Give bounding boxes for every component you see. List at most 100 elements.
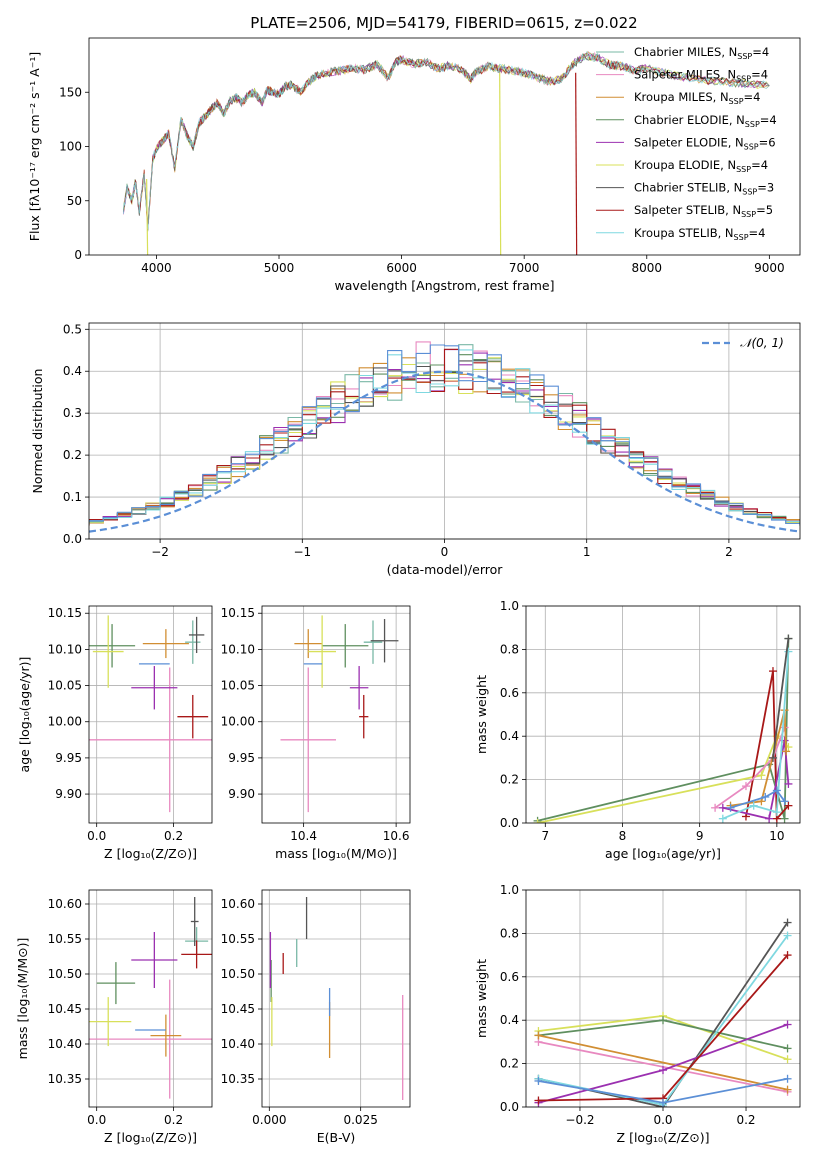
y-tick-label: 0.2 [63, 448, 82, 462]
axes-frame [88, 605, 213, 824]
x-axis-label: age [log₁₀(age/yr)] [605, 846, 721, 861]
axes-frame [88, 37, 801, 256]
plot-area [534, 918, 792, 1107]
y-tick-label: 0.6 [500, 970, 519, 984]
y-tick-label: 10.00 [221, 715, 255, 729]
weight-marker [726, 803, 735, 812]
legend-entry: Kroupa MILES, NSSP=4 [634, 90, 760, 106]
weight-marker [783, 1055, 792, 1064]
x-tick-label: 7000 [509, 261, 540, 275]
x-tick-label: 0.2 [736, 1113, 755, 1127]
plot-area [89, 615, 212, 813]
spectrum-drop [146, 179, 149, 255]
histogram-series [89, 344, 800, 526]
grid [89, 890, 212, 1107]
y-tick-label: 10.45 [221, 1002, 255, 1016]
weight-marker [782, 747, 791, 756]
weight-line [722, 740, 790, 820]
age-vs-metallicity-panel: 0.0 0.2 9.90 9.95 10.00 10.05 10.10 10.15 Z [log… [17, 605, 213, 861]
error-point [92, 615, 124, 688]
y-tick-label: 9.90 [228, 787, 255, 801]
plot-area [533, 634, 793, 823]
y-tick-label: 150 [59, 85, 82, 99]
x-tick-label: 0 [441, 545, 449, 559]
x-tick-label: 0.2 [164, 1113, 183, 1127]
y-tick-label: 0.4 [500, 1013, 519, 1027]
x-tick-label: 0.0 [87, 1113, 106, 1127]
y-tick-label: 0.0 [63, 532, 82, 546]
axes-frame [525, 889, 801, 1108]
y-tick-label: 0.2 [500, 773, 519, 787]
x-axis-label: wavelength [Angstrom, rest frame] [334, 278, 554, 293]
weight-marker [783, 1020, 792, 1029]
error-point [131, 932, 178, 988]
error-point [349, 666, 369, 710]
weight-vs-age-panel: 7 8 9 10 0.0 0.2 0.4 0.6 0.8 1.0 age [log₁₀(age/yr… [474, 599, 801, 861]
y-tick-label: 0.8 [500, 926, 519, 940]
y-tick-label: 0.1 [63, 490, 82, 504]
error-point [294, 629, 323, 659]
y-tick-label: 10.35 [221, 1072, 255, 1086]
weight-marker [783, 1074, 792, 1083]
legend-entry: 𝒩(0, 1) [740, 336, 784, 350]
x-tick-label: −0.2 [565, 1113, 594, 1127]
plot-area [280, 615, 399, 813]
error-point [177, 694, 209, 739]
weight-vs-metallicity-panel: −0.2 0.0 0.2 0.0 0.2 0.4 0.6 0.8 1.0 Z [log₁₀(Z/Z… [474, 883, 801, 1145]
weight-marker [718, 803, 727, 812]
axes-frame [88, 322, 801, 540]
x-tick-label: 9000 [754, 261, 785, 275]
axes-frame [88, 889, 213, 1108]
y-tick-label: 10.55 [221, 932, 255, 946]
y-tick-label: 10.45 [48, 1002, 82, 1016]
x-axis-label: E(B-V) [317, 1130, 356, 1145]
weight-marker [761, 792, 770, 801]
weight-marker [659, 1066, 667, 1075]
x-tick-label: 0.025 [343, 1113, 377, 1127]
legend-entry: Chabrier ELODIE, NSSP=4 [634, 113, 777, 129]
weight-marker [784, 801, 793, 810]
y-axis-label: Normed distribution [30, 369, 45, 494]
y-axis-label: mass [log₁₀(M/M⊙)] [15, 938, 30, 1060]
y-tick-label: 10.05 [221, 679, 255, 693]
x-tick-label: 0.2 [164, 829, 183, 843]
plot-area [269, 897, 404, 1100]
x-tick-label: 7 [541, 829, 549, 843]
y-tick-label: 0.4 [63, 364, 82, 378]
residuals-panel: −2 −1 0 1 2 0.0 0.1 0.2 0.3 0.4 0.5 (data-model)/er… [30, 322, 801, 577]
age-vs-mass-panel: 10.4 10.6 9.90 9.95 10.00 10.05 10.10 10.15 mass… [221, 605, 411, 861]
x-tick-label: 2 [725, 545, 733, 559]
x-tick-label: 6000 [386, 261, 417, 275]
y-axis-label: Flux [fλ10⁻¹⁷ erg cm⁻² s⁻¹ A⁻¹] [27, 52, 42, 241]
weight-marker [659, 1016, 667, 1025]
weight-marker [718, 814, 727, 823]
y-tick-label: 10.55 [48, 932, 82, 946]
x-axis-label: Z [log₁₀(Z/Z⊙)] [104, 1130, 197, 1145]
y-tick-label: 100 [59, 140, 82, 154]
spectrum-drop [575, 72, 578, 255]
grid [262, 890, 410, 1107]
y-tick-label: 0.5 [63, 322, 82, 336]
x-tick-label: 0.0 [653, 1113, 672, 1127]
error-point [185, 620, 201, 664]
y-tick-label: 10.05 [48, 679, 82, 693]
weight-marker [783, 1044, 792, 1053]
weight-marker [534, 1031, 543, 1040]
spectrum-drop [499, 72, 502, 255]
error-point [142, 629, 189, 659]
legend-entry: Kroupa ELODIE, NSSP=4 [634, 158, 768, 174]
weight-marker [783, 1085, 792, 1094]
y-tick-label: 10.15 [48, 606, 82, 620]
x-tick-label: 10 [769, 829, 784, 843]
weight-marker [711, 803, 720, 812]
y-tick-label: 10.10 [48, 642, 82, 656]
y-axis-label: mass weight [474, 675, 489, 754]
y-tick-label: 0.4 [500, 729, 519, 743]
x-tick-label: 0.0 [87, 829, 106, 843]
y-tick-label: 10.15 [221, 606, 255, 620]
normal-curve [89, 370, 800, 533]
y-tick-label: 10.50 [48, 967, 82, 981]
weight-marker [783, 931, 792, 940]
weight-marker [533, 819, 542, 823]
